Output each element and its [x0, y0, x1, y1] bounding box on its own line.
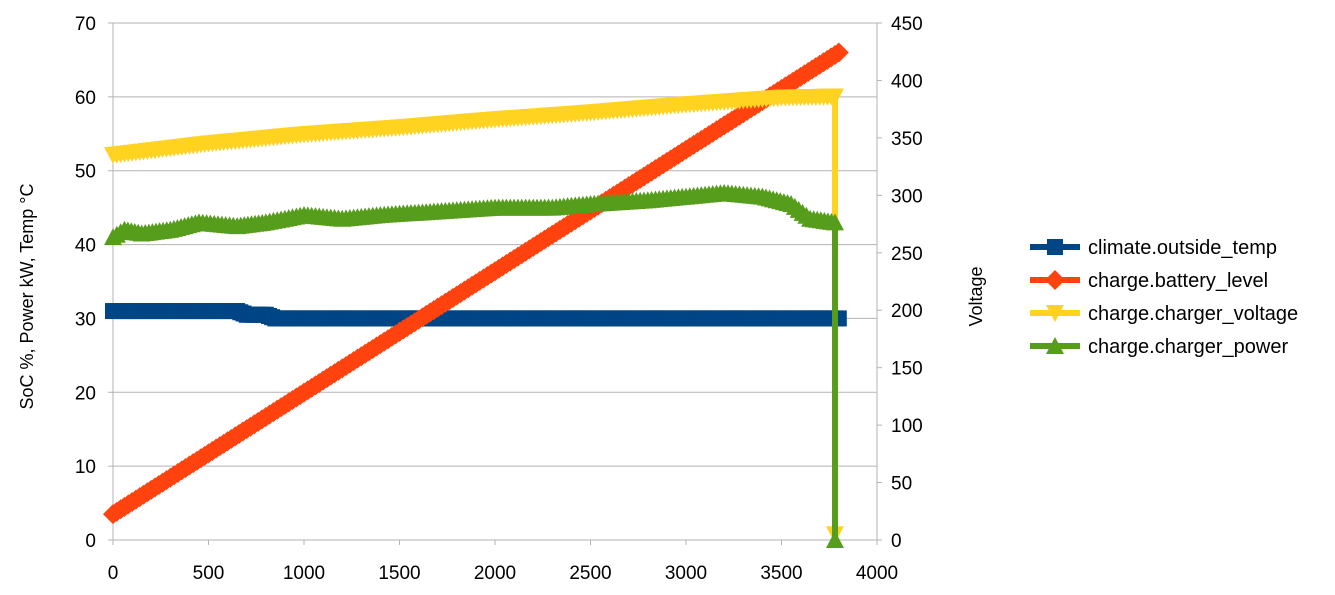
y-left-tick-label: 60	[75, 88, 96, 109]
legend-swatch-marker	[1045, 270, 1065, 290]
y-right-tick-label: 200	[891, 301, 923, 322]
y-left-tick-label: 30	[75, 309, 96, 330]
legend-label: climate.outside_temp	[1088, 237, 1277, 259]
legend-label: charge.charger_power	[1088, 336, 1288, 358]
y-right-tick-label: 450	[891, 14, 923, 35]
y-left-tick-label: 70	[75, 14, 96, 35]
y-left-tick-labels: 0 10 20 30 40 50 60 70	[75, 14, 96, 552]
y-left-tick-label: 50	[75, 162, 96, 183]
data-point	[825, 213, 844, 231]
legend-swatch-marker	[1046, 305, 1064, 322]
legend-item: climate.outside_temp	[1030, 237, 1277, 259]
y-left-tick-label: 10	[75, 457, 96, 478]
series-climate-outside-temp	[105, 303, 847, 327]
y-left-axis-title: SoC %, Power kW, Temp °C	[17, 184, 37, 410]
data-point	[828, 42, 849, 63]
y-right-tick-label: 0	[891, 531, 902, 552]
data-point	[825, 531, 844, 548]
legend: climate.outside_temp charge.battery_level…	[1030, 237, 1298, 358]
y-right-tick-label: 250	[891, 244, 923, 265]
x-tick-label: 4000	[856, 563, 898, 584]
x-tick-label: 3000	[665, 563, 707, 584]
series-charge-charger-voltage	[104, 88, 844, 544]
legend-item: charge.charger_voltage	[1030, 303, 1298, 325]
y-right-axis-title: Voltage	[966, 266, 986, 326]
x-tick-labels: 0 500 1000 1500 2000 2500 3000 3500 4000	[108, 563, 898, 584]
legend-item: charge.battery_level	[1030, 270, 1268, 292]
y-right-tick-label: 100	[891, 416, 923, 437]
y-left-tick-label: 20	[75, 383, 96, 404]
data-point	[825, 88, 844, 106]
y-right-tick-label: 400	[891, 71, 923, 92]
series	[103, 42, 849, 548]
y-right-tick-label: 50	[891, 474, 912, 495]
y-right-tick-labels: 0 50 100 150 200 250 300 350 400 450	[891, 14, 923, 552]
legend-label: charge.charger_voltage	[1088, 303, 1298, 325]
y-right-tick-label: 150	[891, 359, 923, 380]
legend-item: charge.charger_power	[1030, 336, 1288, 358]
legend-swatch-marker	[1046, 337, 1064, 354]
legend-swatch-marker	[1047, 239, 1063, 255]
y-right-tick-label: 350	[891, 129, 923, 150]
x-tick-label: 3500	[760, 563, 802, 584]
x-tick-label: 1000	[283, 563, 325, 584]
y-left-tick-label: 40	[75, 236, 96, 257]
x-tick-label: 1500	[378, 563, 420, 584]
x-tick-label: 2000	[474, 563, 516, 584]
series-charge-battery-level	[103, 42, 849, 525]
x-tick-label: 500	[193, 563, 225, 584]
y-right-tick-label: 300	[891, 186, 923, 207]
legend-label: charge.battery_level	[1088, 270, 1268, 292]
x-tick-label: 0	[108, 563, 119, 584]
series-charge-charger-power	[104, 183, 844, 548]
x-tick-label: 2500	[569, 563, 611, 584]
y-left-tick-label: 0	[85, 531, 96, 552]
